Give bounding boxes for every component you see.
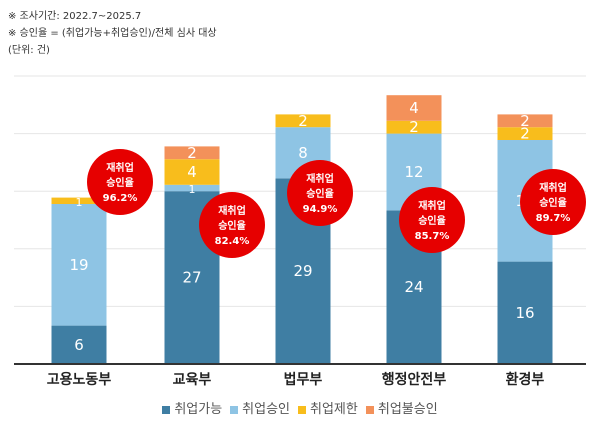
- bar-value-label: 4: [409, 99, 419, 117]
- bar-value-label: 1: [76, 196, 83, 209]
- legend-item: 취업제한: [298, 398, 358, 417]
- bar-value-label: 2: [520, 125, 530, 143]
- approval-rate-label: 재취업: [539, 181, 567, 194]
- bar-value-label: 6: [74, 336, 84, 354]
- legend-item: 취업불승인: [365, 398, 438, 417]
- bar-segment: [386, 95, 442, 121]
- legend-item: 취업가능: [162, 398, 222, 417]
- bar-value-label: 19: [69, 256, 88, 274]
- approval-rate-label: 재취업: [306, 172, 334, 185]
- bar-value-label: 2: [298, 112, 308, 130]
- approval-rate-label: 승인율: [218, 219, 246, 232]
- legend-swatch: [162, 405, 171, 414]
- legend-swatch: [365, 405, 374, 414]
- bar-value-label: 4: [187, 163, 197, 181]
- legend-swatch: [298, 405, 307, 414]
- approval-rate-label: 승인율: [539, 196, 567, 209]
- category-label: 행정안전부: [382, 371, 447, 388]
- approval-rate-badge: [199, 192, 265, 258]
- approval-rate-label: 재취업: [418, 199, 446, 212]
- approval-rate-badge: [87, 149, 153, 215]
- approval-rate-label: 재취업: [218, 204, 246, 217]
- approval-rate-badge: [399, 187, 465, 253]
- bar-segment: [164, 159, 220, 185]
- bar-value-label: 8: [298, 144, 308, 162]
- bar-value-label: 2: [520, 112, 530, 130]
- bar-value-label: 27: [182, 269, 201, 287]
- bar-segment: [51, 197, 107, 204]
- approval-rate-label: 승인율: [306, 187, 334, 200]
- bar-value-label: 16: [515, 304, 534, 322]
- legend-label: 취업승인: [242, 402, 291, 417]
- approval-rate-value: 82.4%: [215, 236, 250, 247]
- bar-value-label: 1: [189, 183, 196, 196]
- bar-segment: [51, 325, 107, 364]
- legend-item: 취업승인: [230, 398, 290, 417]
- bar-value-label: 2: [409, 118, 419, 136]
- category-label: 고용노동부: [47, 372, 112, 388]
- bar-segment: [164, 146, 220, 160]
- note-unit: (단위: 건): [8, 45, 50, 56]
- approval-rate-badge: [520, 169, 586, 235]
- category-label: 법무부: [284, 372, 323, 388]
- bar-value-label: 12: [404, 163, 423, 181]
- approval-rate-value: 85.7%: [415, 231, 450, 242]
- legend-label: 취업가능: [174, 402, 223, 417]
- chart-legend: 취업가능 취업승인 취업제한 취업불승인: [0, 398, 600, 417]
- bar-value-label: 29: [293, 262, 312, 280]
- approval-rate-label: 승인율: [418, 214, 446, 227]
- bar-value-label: 2: [187, 144, 197, 162]
- legend-label: 취업불승인: [377, 402, 438, 417]
- bar-segment: [497, 114, 553, 128]
- bar-segment: [51, 204, 107, 326]
- bar-segment: [164, 184, 220, 192]
- bar-value-label: 24: [404, 278, 423, 296]
- note-survey-period: ※ 조사기간: 2022.7~2025.7: [8, 11, 142, 22]
- bar-segment: [275, 114, 331, 128]
- approval-rate-value: 96.2%: [103, 193, 138, 204]
- category-label: 교육부: [173, 372, 212, 388]
- bar-segment: [497, 261, 553, 364]
- legend-swatch: [230, 405, 239, 414]
- category-label: 환경부: [506, 371, 545, 388]
- bar-segment: [386, 120, 442, 134]
- note-approval-formula: ※ 승인율 = (취업가능+취업승인)/전체 심사 대상: [8, 28, 217, 39]
- legend-label: 취업제한: [310, 402, 358, 417]
- approval-rate-badge: [287, 160, 353, 226]
- approval-rate-value: 94.9%: [303, 204, 338, 215]
- approval-rate-value: 89.7%: [536, 213, 571, 224]
- chart-notes: ※ 조사기간: 2022.7~2025.7 ※ 승인율 = (취업가능+취업승인…: [8, 8, 217, 59]
- bar-segment: [497, 127, 553, 140]
- approval-rate-label: 재취업: [106, 161, 134, 174]
- approval-rate-label: 승인율: [106, 176, 134, 189]
